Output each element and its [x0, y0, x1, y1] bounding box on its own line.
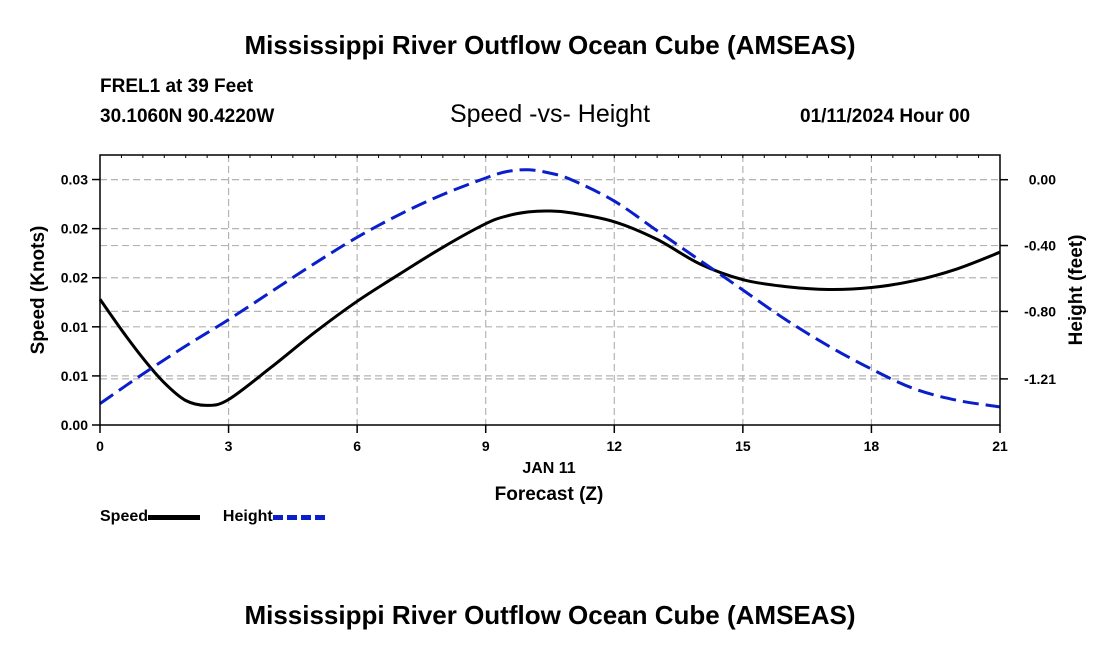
y-left-tick-label: 0.02 [61, 270, 88, 286]
x-tick-label: 15 [735, 438, 751, 454]
x-tick-label: 18 [864, 438, 880, 454]
legend: Speed Height [100, 508, 325, 526]
x-tick-label: 12 [606, 438, 622, 454]
y-left-axis-title: Speed (Knots) [28, 226, 49, 355]
footer-title: Mississippi River Outflow Ocean Cube (AM… [244, 600, 856, 630]
chart-subtitle: Speed -vs- Height [449, 100, 651, 128]
x-tick-label: 0 [96, 438, 104, 454]
series-layer [98, 168, 1001, 409]
legend-height-swatch [272, 514, 325, 520]
legend-speed-swatch [148, 514, 201, 520]
y-left-tick-label: 0.01 [61, 319, 88, 335]
y-left-tick-label: 0.03 [61, 172, 88, 188]
y-right-tick-label: 0.00 [1029, 172, 1056, 188]
y-left-tick-label: 0.02 [61, 221, 88, 237]
y-right-tick-label: -0.40 [1024, 238, 1056, 254]
y-right-tick-label: -1.21 [1024, 371, 1056, 387]
x-tick-label: 9 [482, 438, 490, 454]
datetime-label: 01/11/2024 Hour 00 [800, 106, 971, 127]
series-line-speed [98, 209, 1001, 407]
x-tick-label: 3 [225, 438, 233, 454]
y-right-tick-label: -0.80 [1024, 303, 1056, 319]
x-axis-title: Forecast (Z) [495, 484, 604, 505]
main-title: Mississippi River Outflow Ocean Cube (AM… [244, 30, 856, 60]
station-label: FREL1 at 39 Feet [100, 76, 254, 97]
legend-speed-label: Speed [100, 508, 149, 525]
grid-lines [100, 155, 1000, 425]
x-tick-label: 6 [353, 438, 361, 454]
x-tick-label: 21 [992, 438, 1008, 454]
y-left-tick-label: 0.00 [61, 417, 88, 433]
legend-height-label: Height [222, 508, 273, 525]
y-right-axis-title: Height (feet) [1066, 235, 1087, 346]
y-left-tick-label: 0.01 [61, 368, 88, 384]
coordinates-label: 30.1060N 90.4220W [100, 106, 275, 127]
axes-layer: 0 3 6 9 12 15 18 21 0.00 0.01 0.01 0.02 0.02 0.03 0.00… [28, 155, 1087, 505]
x-axis-date-label: JAN 11 [522, 460, 575, 477]
plot-frame [99, 154, 1001, 426]
